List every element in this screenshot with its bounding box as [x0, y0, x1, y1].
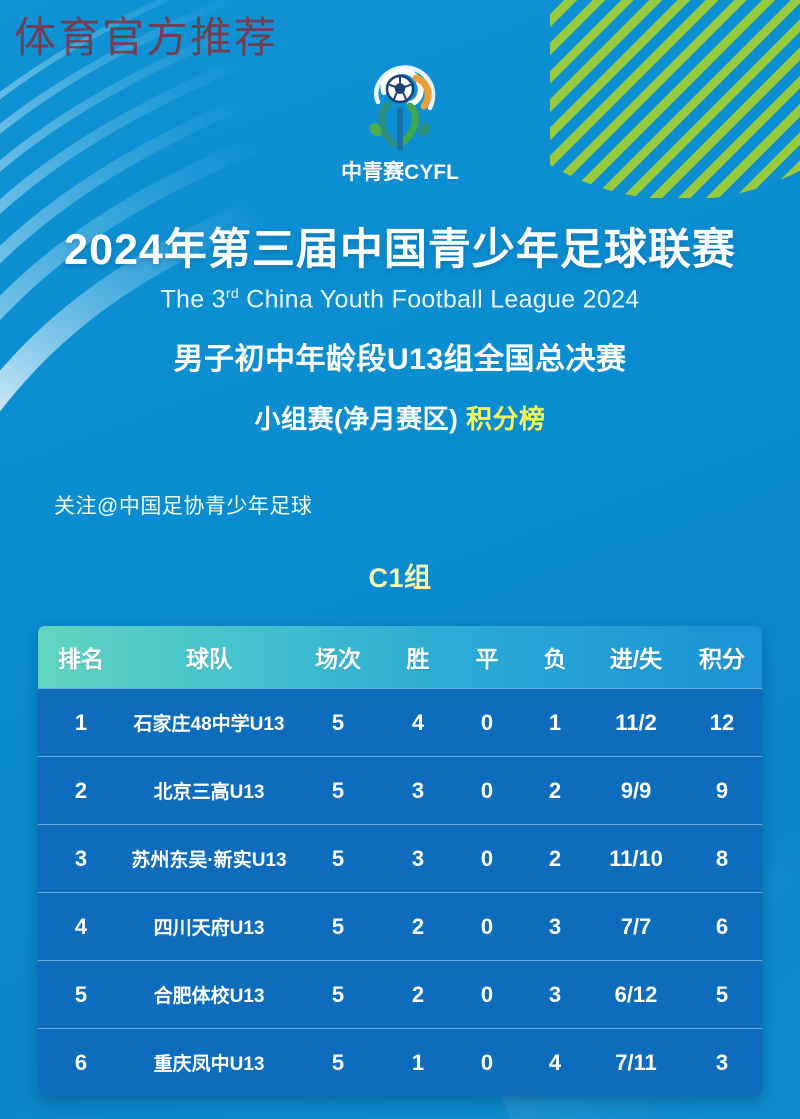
stage-title: 小组赛(净月赛区) 积分榜 — [0, 399, 800, 436]
cell-team: 苏州东吴·新实U13 — [131, 850, 287, 871]
cell-team: 北京三高U13 — [153, 782, 265, 803]
cell-draws: 0 — [480, 845, 494, 871]
cell-points: 9 — [715, 777, 729, 803]
cell-rank: 5 — [74, 981, 88, 1007]
cell-team: 重庆凤中U13 — [153, 1054, 265, 1075]
column-header-points: 积分 — [699, 646, 745, 672]
cell-wins: 4 — [411, 709, 425, 735]
cell-losses: 2 — [548, 777, 562, 803]
cell-team: 合肥体校U13 — [153, 986, 265, 1007]
cell-losses: 4 — [548, 1049, 562, 1075]
column-header-goals: 进/失 — [609, 646, 663, 672]
subtitle-ordinal-suffix: rd — [225, 285, 239, 302]
cell-points: 5 — [715, 981, 729, 1007]
cell-wins: 1 — [411, 1049, 425, 1075]
cell-goals: 7/7 — [620, 913, 652, 939]
cell-draws: 0 — [480, 709, 494, 735]
cell-losses: 3 — [548, 981, 562, 1007]
cell-points: 3 — [715, 1049, 729, 1075]
cell-points: 12 — [709, 709, 735, 735]
column-header-losses: 负 — [543, 646, 567, 672]
cell-rank: 1 — [74, 709, 88, 735]
cell-wins: 2 — [411, 981, 425, 1007]
cell-played: 5 — [331, 845, 345, 871]
cell-draws: 0 — [480, 913, 494, 939]
cell-played: 5 — [331, 913, 345, 939]
cell-played: 5 — [331, 709, 345, 735]
table-row: 1 石家庄48中学U13 5 4 0 1 11/2 12 — [38, 688, 762, 756]
column-header-played: 场次 — [315, 646, 361, 672]
table-row: 4 四川天府U13 5 2 0 3 7/7 6 — [38, 892, 762, 960]
cell-goals: 11/10 — [609, 845, 663, 871]
cell-wins: 3 — [411, 777, 425, 803]
logo-text: 中青赛CYFL — [341, 161, 459, 184]
cell-wins: 2 — [411, 913, 425, 939]
cell-goals: 7/11 — [615, 1049, 657, 1075]
competition-division-title: 男子初中年龄段U13组全国总决赛 — [173, 343, 627, 377]
cell-losses: 3 — [548, 913, 562, 939]
table-row: 3 苏州东吴·新实U13 5 3 0 2 11/10 8 — [38, 824, 762, 892]
watermark-text: 体育官方推荐 — [14, 13, 279, 62]
cell-draws: 0 — [480, 777, 494, 803]
cell-played: 5 — [331, 1049, 345, 1075]
cell-played: 5 — [331, 981, 345, 1007]
subtitle-en-pre: The 3 — [160, 285, 226, 314]
subtitle-en-post: China Youth Football League 2024 — [238, 285, 640, 314]
page-subtitle-en: The 3rd China Youth Football League 2024 — [0, 285, 800, 314]
cell-draws: 0 — [480, 1049, 494, 1075]
table-row: 5 合肥体校U13 5 2 0 3 6/12 5 — [38, 960, 762, 1028]
table-row: 6 重庆凤中U13 5 1 0 4 7/11 3 — [38, 1028, 762, 1096]
cell-wins: 3 — [411, 845, 425, 871]
cell-goals: 6/12 — [614, 981, 658, 1007]
cell-goals: 11/2 — [615, 709, 657, 735]
standings-table: 排名 球队 场次 胜 平 负 进/失 积分 1 石家庄48中学U13 5 4 0… — [38, 626, 762, 1096]
standings-label: 积分榜 — [466, 404, 546, 435]
column-header-team: 球队 — [186, 646, 232, 672]
table-row: 2 北京三高U13 5 3 0 2 9/9 9 — [38, 756, 762, 824]
cell-points: 6 — [715, 913, 729, 939]
page-title: 2024年第三届中国青少年足球联赛 — [64, 226, 736, 274]
follow-handle: 关注@中国足协青少年足球 — [54, 495, 313, 518]
column-header-rank: 排名 — [58, 646, 104, 672]
cell-rank: 3 — [74, 845, 88, 871]
title-block: 2024年第三届中国青少年足球联赛 The 3rd China Youth Fo… — [0, 226, 800, 436]
column-header-draws: 平 — [475, 646, 499, 672]
cell-losses: 1 — [548, 709, 562, 735]
cyfl-football-emblem-icon — [369, 65, 436, 151]
group-label: C1组 — [368, 563, 432, 593]
cell-rank: 6 — [74, 1049, 88, 1075]
cell-played: 5 — [331, 777, 345, 803]
cell-team: 四川天府U13 — [153, 918, 265, 939]
cell-team: 石家庄48中学U13 — [133, 714, 285, 735]
cell-goals: 9/9 — [620, 777, 652, 803]
cell-points: 8 — [715, 845, 729, 871]
column-header-wins: 胜 — [406, 646, 430, 672]
stage-name: 小组赛(净月赛区) — [254, 404, 459, 435]
cell-rank: 2 — [74, 777, 88, 803]
cell-draws: 0 — [480, 981, 494, 1007]
table-header-row: 排名 球队 场次 胜 平 负 进/失 积分 — [38, 626, 762, 688]
cell-rank: 4 — [74, 913, 88, 939]
logo-block: 中青赛CYFL — [0, 58, 800, 186]
cell-losses: 2 — [548, 845, 562, 871]
